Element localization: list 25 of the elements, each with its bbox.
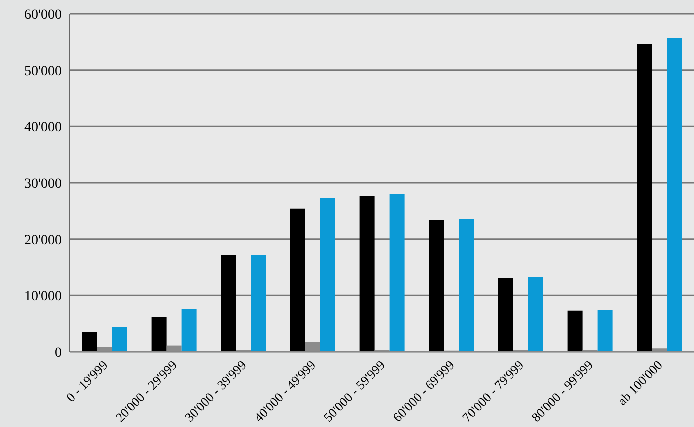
y-tick-label: 40'000: [24, 120, 62, 136]
bar: [459, 219, 474, 352]
bar: [112, 327, 128, 352]
bar: [568, 310, 583, 352]
bar: [667, 38, 682, 352]
bar: [429, 220, 444, 352]
bar: [182, 309, 197, 352]
bar: [251, 255, 266, 352]
y-tick-label: 50'000: [24, 64, 62, 80]
bar: [390, 194, 405, 352]
bar: [360, 196, 375, 352]
y-tick-label: 30'000: [24, 176, 62, 192]
bar: [598, 310, 613, 352]
bar: [320, 198, 336, 352]
bar: [637, 44, 652, 352]
bar: [290, 208, 306, 352]
bar: [498, 278, 514, 352]
y-tick-label: 10'000: [24, 290, 62, 305]
bar: [528, 277, 544, 352]
y-tick-label: 0: [55, 346, 62, 361]
bar: [82, 332, 98, 352]
bar: [221, 255, 236, 352]
y-tick-label: 20'000: [24, 233, 62, 248]
bar: [152, 317, 167, 352]
y-tick-label: 60'000: [24, 8, 62, 23]
